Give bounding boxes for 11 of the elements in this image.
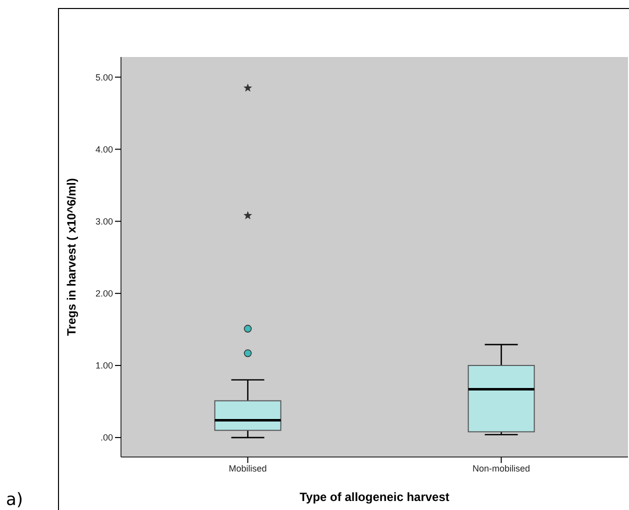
y-axis-title: Tregs in harvest ( x10^6/ml) xyxy=(64,178,78,336)
y-tick-label: 4.00 xyxy=(95,144,113,154)
y-tick-label: 1.00 xyxy=(95,360,113,371)
text: a) xyxy=(6,490,24,510)
x-tick-label: Mobilised xyxy=(228,463,267,474)
x-tick-label: Non-mobilised xyxy=(472,463,530,474)
y-tick-label: 3.00 xyxy=(95,216,113,227)
y-tick-label: 5.00 xyxy=(95,72,113,82)
x-axis-title: Type of allogeneic harvest xyxy=(300,490,450,504)
y-tick-label: 2.00 xyxy=(95,288,113,299)
y-tick-label: .00 xyxy=(100,432,113,443)
